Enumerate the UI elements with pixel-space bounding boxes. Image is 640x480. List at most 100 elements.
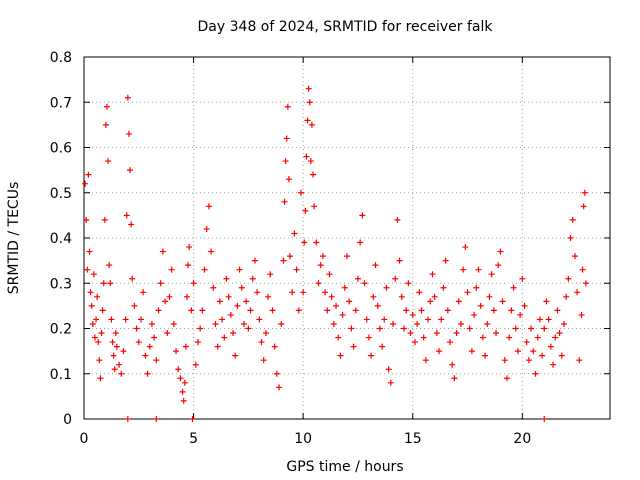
data-point xyxy=(433,330,440,337)
data-point xyxy=(111,366,118,373)
data-point xyxy=(249,275,256,282)
data-point xyxy=(449,361,456,368)
data-point xyxy=(580,203,587,210)
x-tick-label: 10 xyxy=(294,431,312,447)
data-point xyxy=(482,352,489,359)
data-point xyxy=(552,334,559,341)
data-point xyxy=(565,275,572,282)
data-point xyxy=(230,330,237,337)
data-point xyxy=(479,334,486,341)
data-point xyxy=(120,348,127,355)
data-point xyxy=(265,293,272,300)
data-point xyxy=(236,266,243,273)
data-point xyxy=(212,320,219,327)
data-point xyxy=(532,370,539,377)
data-point xyxy=(101,216,108,223)
data-point xyxy=(85,171,92,178)
data-point xyxy=(365,334,372,341)
data-point xyxy=(519,275,526,282)
data-point xyxy=(291,230,298,237)
data-point xyxy=(361,280,368,287)
data-point xyxy=(416,289,423,296)
data-point xyxy=(473,284,480,291)
data-point xyxy=(374,302,381,309)
x-tick-label: 20 xyxy=(513,431,531,447)
x-tick-label: 0 xyxy=(80,431,89,447)
data-point xyxy=(313,239,320,246)
data-point xyxy=(194,339,201,346)
data-point xyxy=(208,248,215,255)
data-point xyxy=(304,117,311,124)
data-point xyxy=(102,121,109,128)
x-axis-label: GPS time / hours xyxy=(286,459,403,475)
data-point xyxy=(350,343,357,350)
data-point xyxy=(284,103,291,110)
data-point xyxy=(495,262,502,269)
data-point xyxy=(281,198,288,205)
data-point xyxy=(280,257,287,264)
data-point xyxy=(581,189,588,196)
data-point xyxy=(560,320,567,327)
data-point xyxy=(431,293,438,300)
data-point xyxy=(137,316,144,323)
data-point xyxy=(251,257,258,264)
data-point xyxy=(545,316,552,323)
data-point xyxy=(453,330,460,337)
data-point xyxy=(219,316,226,323)
data-point xyxy=(414,320,421,327)
data-point xyxy=(464,289,471,296)
data-point xyxy=(162,298,169,305)
data-point xyxy=(109,339,116,346)
data-point xyxy=(197,325,204,332)
data-point xyxy=(267,271,274,278)
data-point xyxy=(118,370,125,377)
data-point xyxy=(554,307,561,314)
data-point xyxy=(569,216,576,223)
data-point xyxy=(122,316,129,323)
grid xyxy=(84,57,610,419)
data-point xyxy=(159,248,166,255)
data-point xyxy=(541,416,548,422)
data-point xyxy=(307,158,314,165)
data-point xyxy=(547,343,554,350)
data-point xyxy=(490,307,497,314)
data-point xyxy=(88,302,95,309)
data-point xyxy=(582,280,589,287)
data-point xyxy=(182,343,189,350)
y-tick-label: 0.8 xyxy=(50,50,72,66)
data-point xyxy=(131,302,138,309)
data-point xyxy=(254,289,261,296)
data-point xyxy=(444,307,451,314)
data-point xyxy=(260,357,267,364)
data-point xyxy=(310,171,317,178)
data-point xyxy=(144,370,151,377)
data-point xyxy=(429,271,436,278)
data-point xyxy=(337,352,344,359)
data-point xyxy=(184,293,191,300)
data-point xyxy=(203,225,210,232)
data-point xyxy=(517,311,524,318)
data-point xyxy=(523,339,530,346)
data-point xyxy=(333,302,340,309)
data-point xyxy=(232,352,239,359)
y-tick-label: 0.1 xyxy=(50,367,72,383)
data-point xyxy=(346,298,353,305)
data-point xyxy=(181,379,188,386)
data-point xyxy=(311,203,318,210)
data-point xyxy=(124,94,131,101)
data-point xyxy=(530,348,537,355)
data-point xyxy=(398,293,405,300)
data-point xyxy=(282,158,289,165)
data-point xyxy=(221,334,228,341)
axis-ticks xyxy=(83,56,610,420)
data-point xyxy=(86,248,93,255)
data-point xyxy=(394,216,401,223)
data-point xyxy=(205,203,212,210)
data-point xyxy=(427,298,434,305)
data-point xyxy=(493,330,500,337)
data-point xyxy=(93,316,100,323)
x-tick-label: 15 xyxy=(404,431,422,447)
data-point xyxy=(484,320,491,327)
data-point xyxy=(348,325,355,332)
data-point xyxy=(96,357,103,364)
